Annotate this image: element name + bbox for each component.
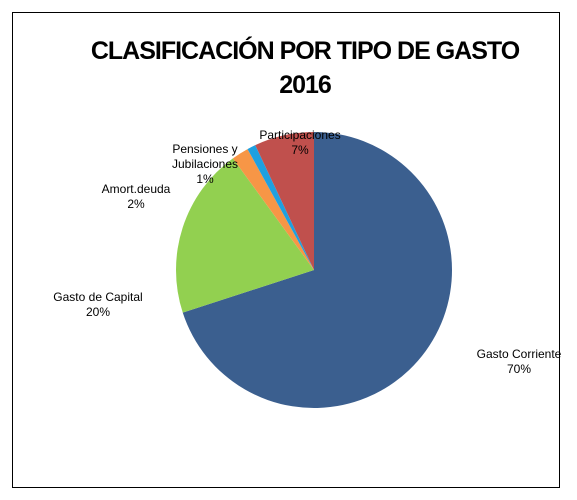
value-label: 70% <box>506 362 532 376</box>
value-label: 7% <box>291 143 309 157</box>
value-label: 2% <box>127 197 145 211</box>
pie-slice <box>175 158 314 313</box>
pie-slice <box>247 145 314 270</box>
pie-slice <box>182 132 452 408</box>
category-label: Pensiones y Jubilaciones <box>171 142 239 171</box>
pie-slice <box>232 149 314 270</box>
category-label: Gasto de Capital <box>53 290 143 304</box>
data-label: Amort.deuda 2% <box>91 182 181 212</box>
data-label: Gasto de Capital 20% <box>38 290 158 320</box>
pie-slice <box>255 132 314 270</box>
value-label: 1% <box>196 172 214 186</box>
category-label: Participaciones <box>259 128 341 142</box>
data-label: Participaciones 7% <box>250 128 350 158</box>
data-label: Pensiones y Jubilaciones 1% <box>160 142 250 187</box>
category-label: Gasto Corriente <box>476 347 562 361</box>
category-label: Amort.deuda <box>101 182 171 196</box>
data-label: Gasto Corriente 70% <box>459 347 577 377</box>
value-label: 20% <box>85 305 111 319</box>
chart-frame <box>12 12 560 488</box>
chart-title: CLASIFICACIÓN POR TIPO DE GASTO 2016 <box>90 37 520 99</box>
